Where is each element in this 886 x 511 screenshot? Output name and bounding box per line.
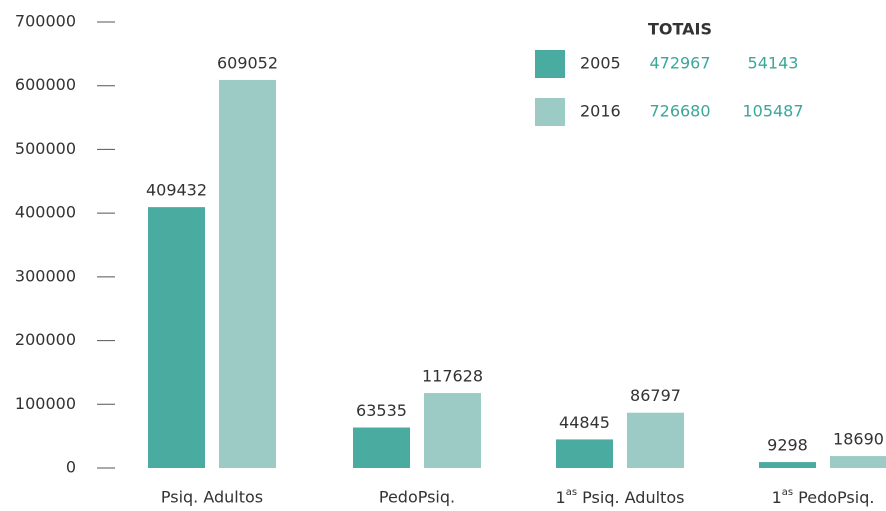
label-superscript: as (566, 487, 577, 498)
x-tick-label: Psiq. Adultos (161, 488, 263, 507)
value-label: 409432 (146, 181, 207, 200)
total-value: 105487 (742, 102, 803, 121)
value-label: 63535 (356, 401, 407, 420)
value-label: 609052 (217, 53, 278, 72)
bar (219, 79, 276, 468)
bar (759, 462, 816, 468)
y-tick-label: 500000 (15, 139, 76, 158)
bar (148, 207, 205, 468)
x-tick-label: 1as Psiq. Adultos (556, 487, 685, 507)
bar (424, 393, 481, 468)
label-part: 1 (556, 488, 566, 507)
x-tick-label: 1as PedoPsiq. (772, 487, 875, 507)
value-label: 9298 (767, 436, 808, 455)
value-label: 86797 (630, 386, 681, 405)
y-tick-label: 0 (66, 458, 76, 477)
label-superscript: as (782, 487, 793, 498)
bar (627, 412, 684, 468)
y-tick-label: 400000 (15, 203, 76, 222)
y-tick-label: 200000 (15, 330, 76, 349)
legend-swatch (535, 50, 565, 78)
x-tick-label: PedoPsiq. (379, 488, 455, 507)
bar (830, 456, 886, 468)
y-tick-label: 600000 (15, 75, 76, 94)
totals-title: TOTAIS (648, 20, 712, 39)
total-value: 472967 (649, 54, 710, 73)
legend-label: 2016 (580, 102, 621, 121)
label-part: PedoPsiq. (793, 488, 874, 507)
total-value: 726680 (649, 102, 710, 121)
label-part: 1 (772, 488, 782, 507)
value-label: 117628 (422, 367, 483, 386)
y-tick-label: 300000 (15, 266, 76, 285)
value-label: 18690 (833, 430, 884, 449)
legend-swatch (535, 98, 565, 126)
label-part: Psiq. Adultos (577, 488, 684, 507)
legend-label: 2005 (580, 54, 621, 73)
bar (556, 439, 613, 468)
value-label: 44845 (559, 413, 610, 432)
y-tick-label: 700000 (15, 12, 76, 31)
total-value: 54143 (748, 54, 799, 73)
bar (353, 427, 410, 468)
y-tick-label: 100000 (15, 394, 76, 413)
